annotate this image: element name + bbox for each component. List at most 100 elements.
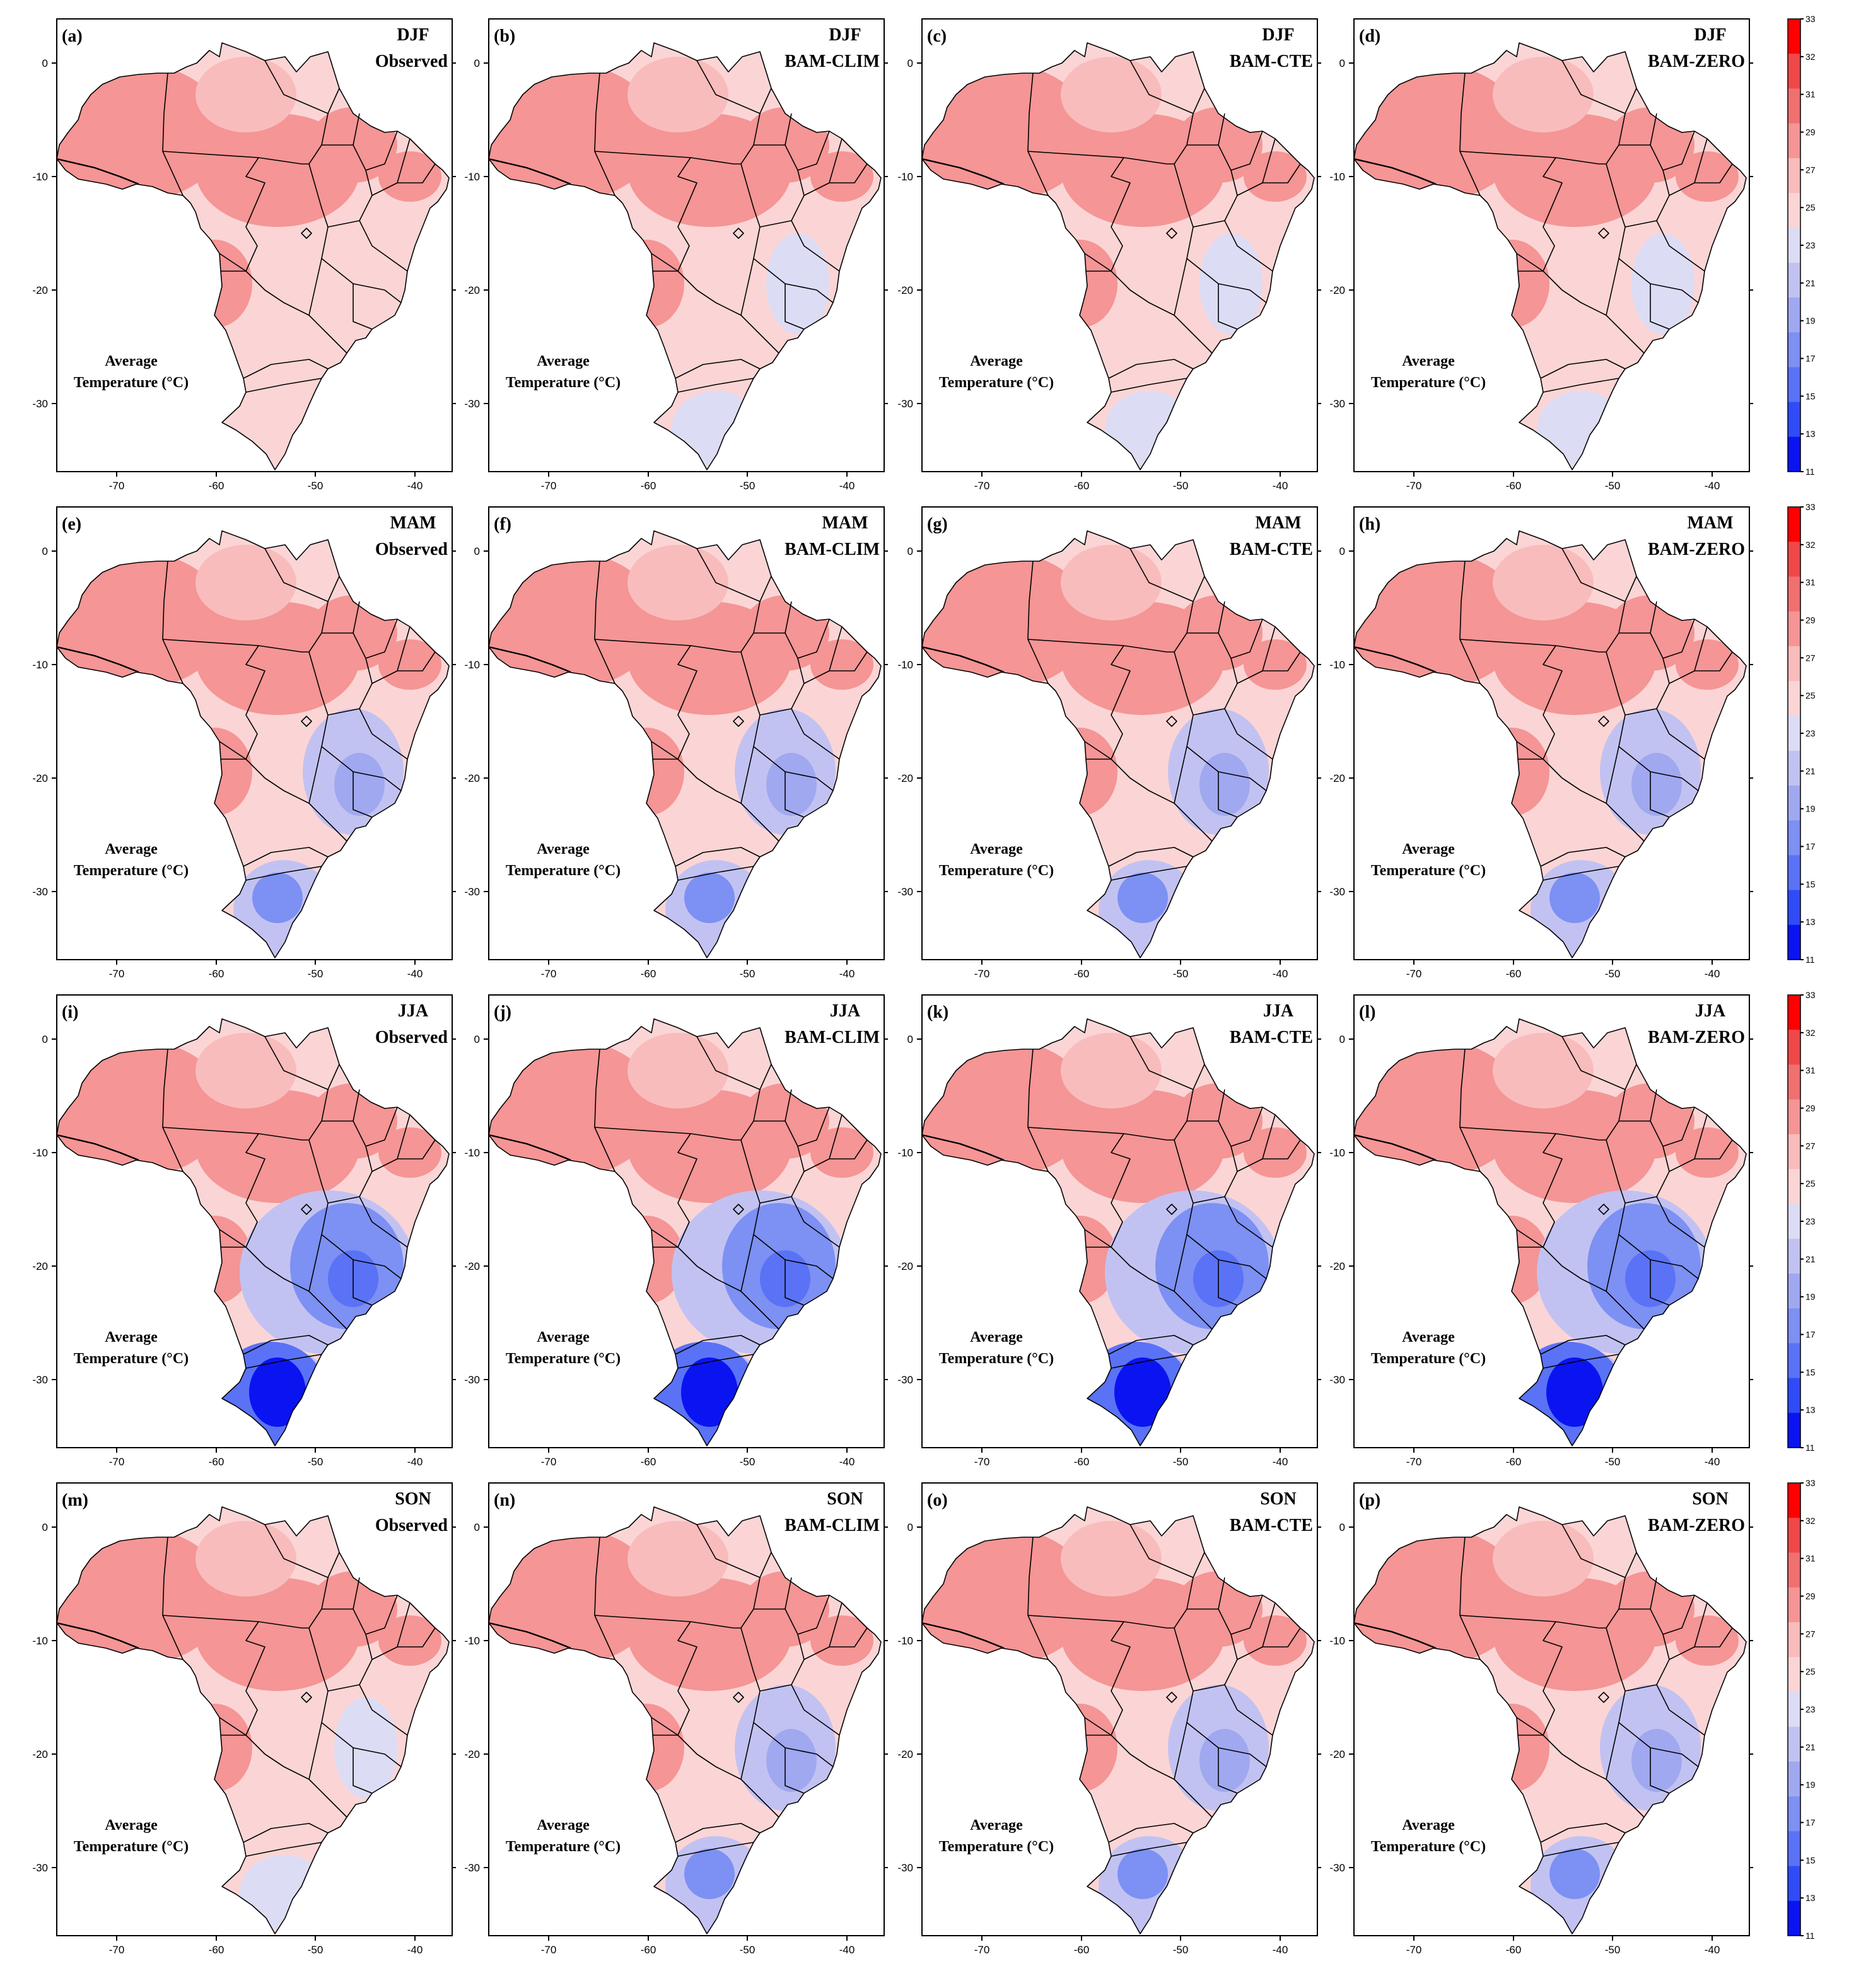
x-tick-label: -50: [308, 1456, 324, 1468]
state-border: [675, 1823, 761, 1843]
brazil-outline: [488, 42, 882, 470]
temperature-contour: [766, 1729, 817, 1792]
y-tick-label: -10: [464, 1635, 480, 1647]
state-border: [829, 1627, 868, 1648]
y-tick-label: -20: [464, 1260, 480, 1272]
state-border: [301, 716, 312, 727]
x-tick-label: -50: [308, 480, 324, 492]
x-tick-label: -50: [1173, 968, 1189, 980]
y-tick-label: 0: [1339, 545, 1345, 557]
temperature-contour: [378, 1615, 441, 1666]
temperature-contour: [627, 1521, 728, 1596]
state-border: [1694, 651, 1733, 671]
y-tick-label: -20: [1329, 772, 1345, 784]
state-border: [1263, 163, 1301, 183]
temperature-field: [1354, 545, 1739, 958]
x-tick-label: -60: [1506, 480, 1522, 492]
state-border: [675, 1335, 761, 1355]
state-border: [1606, 1779, 1645, 1818]
temperature-contour: [249, 1357, 306, 1427]
state-border: [308, 1627, 360, 1692]
panel-letter: (e): [62, 514, 81, 534]
panel-letter: (d): [1359, 26, 1380, 46]
colorbar-segment: [1788, 1273, 1800, 1309]
source-label: BAM-CTE: [1230, 52, 1313, 71]
colorbar-tick-label: 32: [1805, 52, 1816, 62]
y-tick-label: -10: [1329, 1147, 1345, 1159]
state-border: [1561, 1036, 1637, 1090]
note-line-temperature: Temperature (°C): [74, 1839, 189, 1855]
state-border: [1166, 228, 1177, 239]
state-border: [1662, 626, 1708, 684]
map-panel: -70 -60 -50 -40 0 -10 -20 -30 (h) MAM BAM-ZERO Aver…: [1329, 506, 1753, 980]
temperature-contour: [1199, 233, 1263, 334]
colorbar-tick-label: 15: [1805, 1367, 1816, 1377]
temperature-contour: [1117, 873, 1168, 923]
colorbar-segment: [1788, 1518, 1800, 1553]
x-tick-label: -60: [1074, 480, 1090, 492]
colorbar-tick-label: 11: [1805, 467, 1815, 477]
colorbar-segment: [1788, 54, 1800, 89]
temperature-contour: [1199, 1729, 1250, 1792]
note-line-average: Average: [1402, 1329, 1455, 1346]
state-border: [696, 60, 772, 114]
state-border: [308, 163, 360, 228]
x-tick-label: -60: [641, 968, 656, 980]
colorbar-segment: [1788, 995, 1800, 1030]
state-border: [1656, 1659, 1705, 1736]
colorbar-segment: [1788, 1169, 1800, 1204]
colorbar: 33 32 31 29 27 25 23 21 19 17 15 13 11: [1787, 14, 1816, 477]
state-border: [797, 138, 843, 196]
note-line-temperature: Temperature (°C): [1371, 1839, 1486, 1855]
source-label: Observed: [375, 1028, 448, 1047]
state-border: [696, 1036, 772, 1090]
note-line-average: Average: [970, 841, 1023, 857]
y-tick-label: -30: [1329, 1862, 1345, 1874]
y-tick-label: -20: [897, 1748, 913, 1760]
map-panel: -70 -60 -50 -40 0 -10 -20 -30 (a) DJF Observed Aver…: [32, 18, 456, 492]
state-border: [1167, 1089, 1194, 1141]
y-tick-label: -10: [1329, 1635, 1345, 1647]
y-tick-label: 0: [42, 545, 48, 557]
state-border: [740, 1139, 792, 1204]
note-line-temperature: Temperature (°C): [939, 1839, 1054, 1855]
state-border: [353, 1260, 373, 1306]
state-border: [1186, 746, 1267, 791]
colorbar-segment: [1788, 1412, 1800, 1448]
temperature-contour: [684, 1849, 735, 1899]
state-border: [1129, 548, 1205, 602]
y-tick-label: -20: [32, 772, 48, 784]
colorbar-segment: [1788, 1866, 1800, 1902]
temperature-contour: [334, 1697, 397, 1798]
temperature-contour: [627, 545, 728, 620]
state-border: [797, 1602, 843, 1660]
colorbar-tick-label: 13: [1805, 429, 1816, 439]
state-border: [740, 315, 779, 354]
colorbar-segment: [1788, 681, 1800, 716]
x-tick-label: -40: [1705, 1456, 1720, 1468]
colorbar: 33 32 31 29 27 25 23 21 19 17 15 13 11: [1787, 502, 1816, 965]
note-line-temperature: Temperature (°C): [74, 863, 189, 879]
y-tick-label: -30: [464, 1862, 480, 1874]
state-border: [243, 847, 329, 867]
state-border: [1662, 1114, 1708, 1172]
state-border: [365, 1114, 411, 1172]
country-border: [488, 1134, 571, 1161]
y-tick-label: -30: [897, 398, 913, 410]
temperature-contour: [1493, 545, 1594, 620]
panel-letter: (b): [494, 26, 515, 46]
note-line-average: Average: [1402, 1817, 1455, 1834]
colorbar: 33 32 31 29 27 25 23 21 19 17 15 13 11: [1787, 990, 1816, 1453]
y-tick-label: -20: [897, 284, 913, 296]
state-border: [1218, 619, 1263, 659]
source-label: BAM-ZERO: [1648, 1028, 1745, 1047]
x-tick-label: -60: [1506, 1456, 1522, 1468]
state-border: [1027, 1537, 1049, 1660]
temperature-contour: [1549, 873, 1600, 923]
panel-letter: (n): [494, 1491, 515, 1510]
y-tick-label: -30: [897, 1374, 913, 1386]
temperature-contour: [810, 639, 873, 690]
state-border: [397, 651, 436, 671]
temperature-contour: [378, 1127, 441, 1178]
y-tick-label: -30: [32, 1862, 48, 1874]
